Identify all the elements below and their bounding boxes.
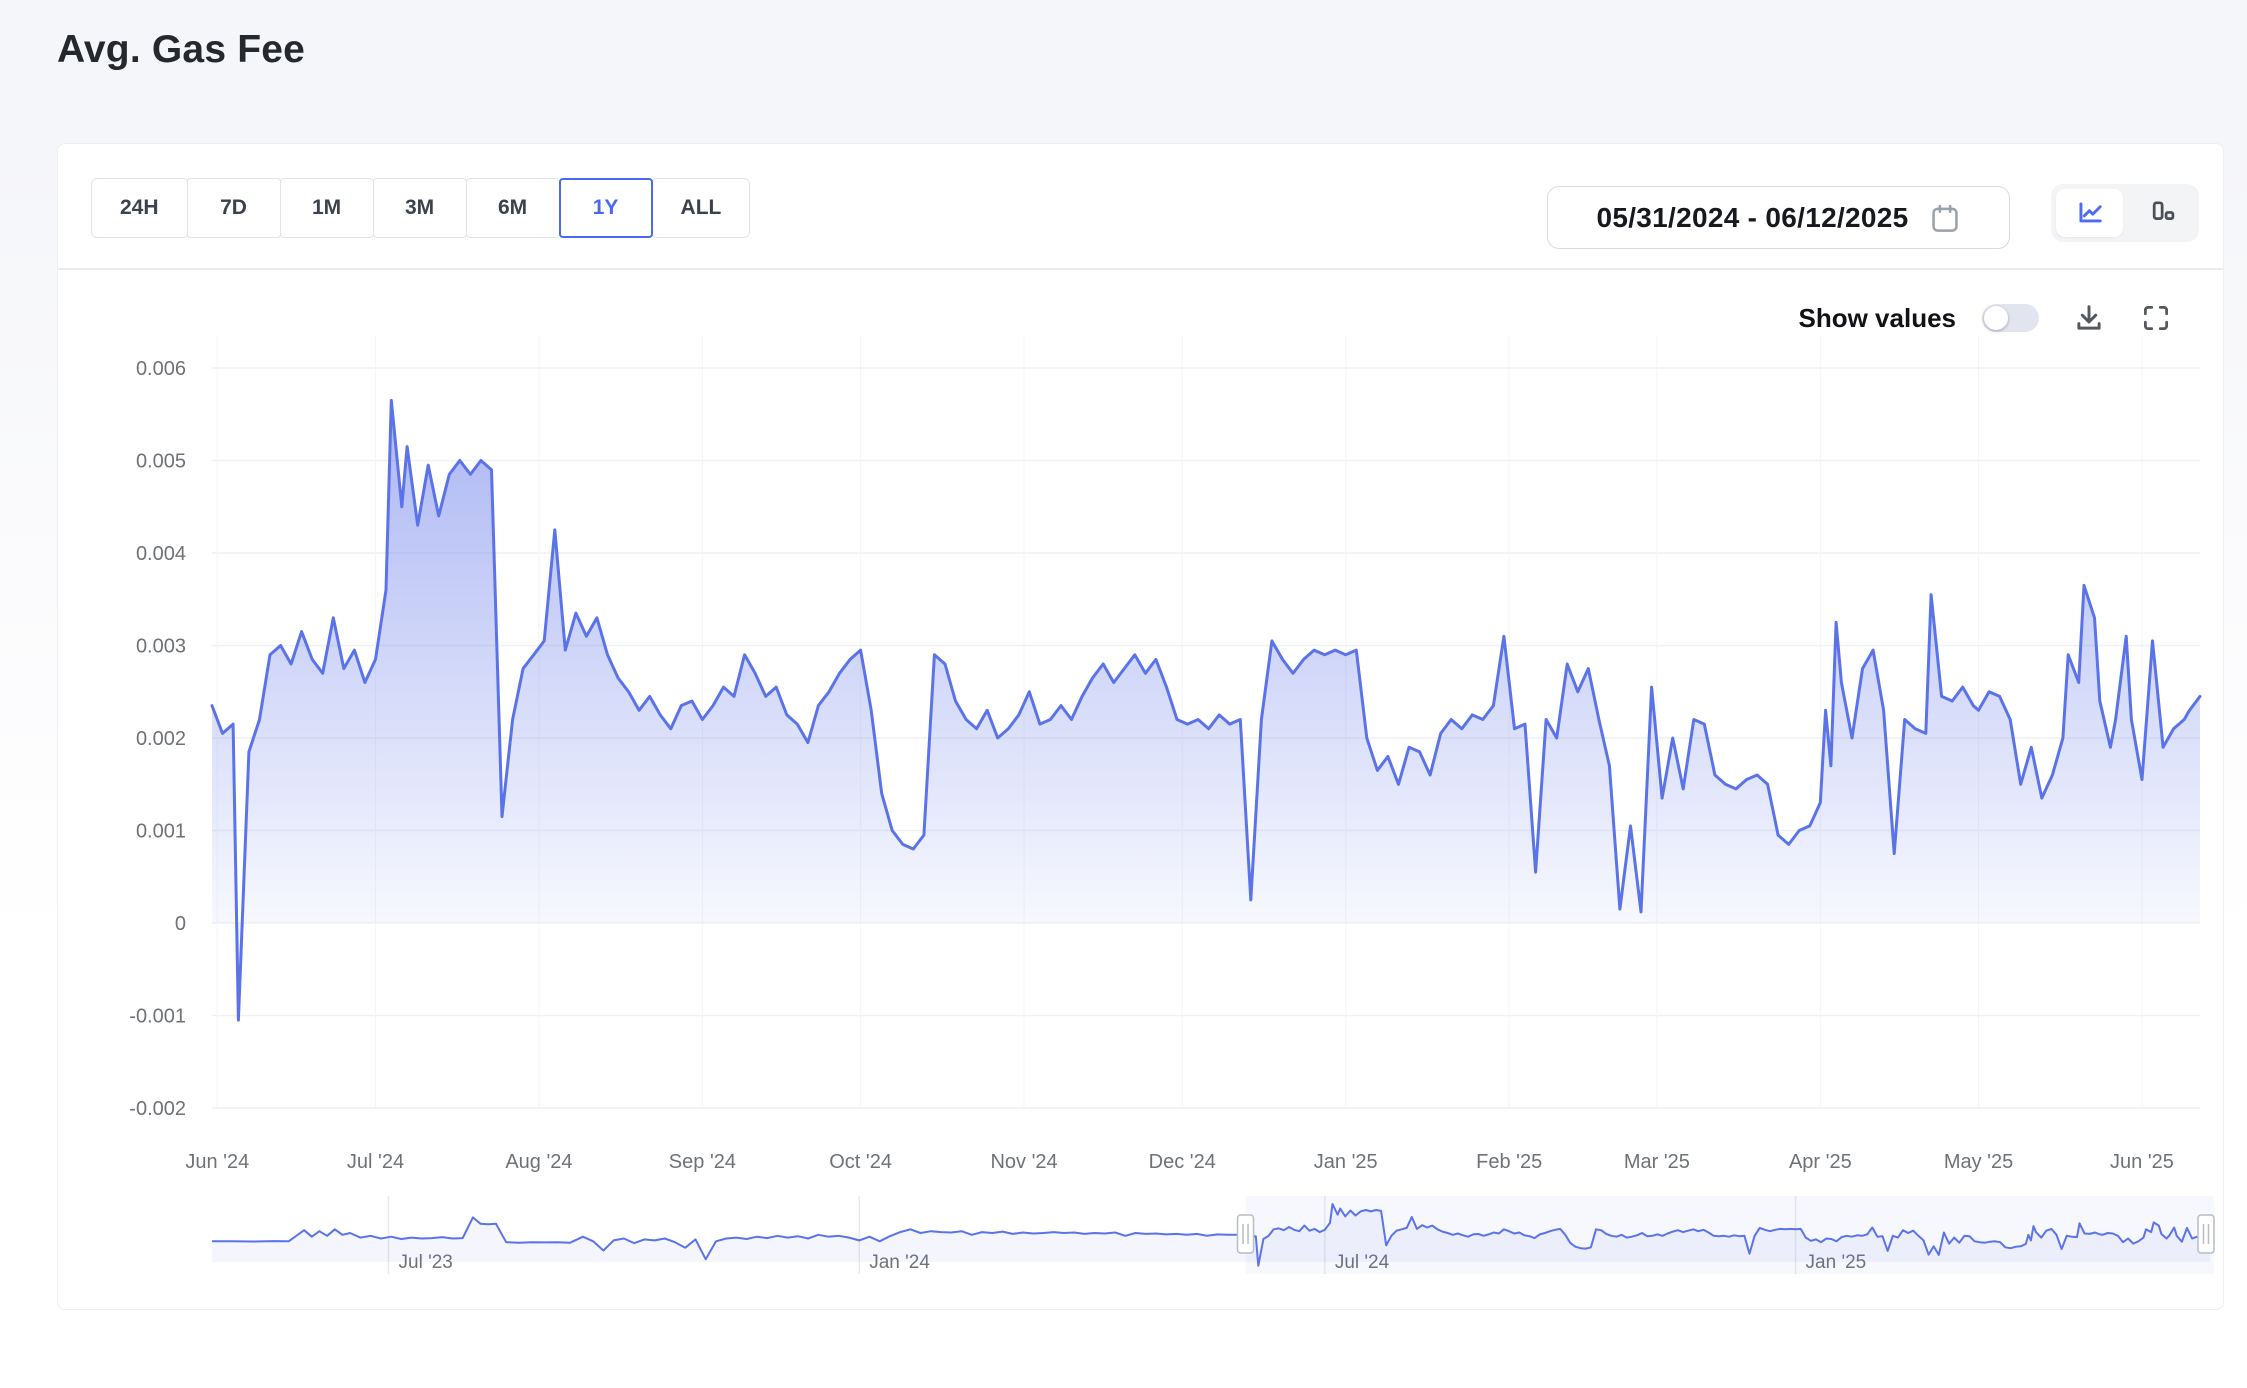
download-button[interactable] <box>2071 300 2107 336</box>
time-range-button-7d[interactable]: 7D <box>186 178 281 238</box>
time-range-button-6m[interactable]: 6M <box>465 178 560 238</box>
chart-type-toggle <box>2051 184 2199 242</box>
chart-card: 24H 7D 1M 3M 6M 1Y ALL 05/31/2024 - 06/12/2025 <box>57 143 2224 1310</box>
toolbar-divider <box>58 268 2223 270</box>
toggle-knob <box>1984 306 2008 330</box>
date-range-input[interactable]: 05/31/2024 - 06/12/2025 <box>1547 186 2010 249</box>
line-chart-icon <box>2073 196 2107 230</box>
navigator-handle-left[interactable] <box>1236 1214 1255 1254</box>
navigator-selection[interactable] <box>1245 1196 2214 1274</box>
fullscreen-icon <box>2139 301 2173 335</box>
date-range-value: 05/31/2024 - 06/12/2025 <box>1596 201 1909 233</box>
navigator-handle-right[interactable] <box>2197 1214 2215 1254</box>
time-range-button-all[interactable]: ALL <box>651 178 751 238</box>
fullscreen-button[interactable] <box>2139 301 2173 335</box>
show-values-toggle[interactable] <box>1982 304 2039 332</box>
time-range-group: 24H 7D 1M 3M 6M 1Y ALL <box>91 178 751 238</box>
page-title: Avg. Gas Fee <box>57 28 306 71</box>
show-values-label: Show values <box>1798 302 1957 333</box>
column-chart-type-button[interactable] <box>2127 189 2194 237</box>
time-range-button-1m[interactable]: 1M <box>279 178 374 238</box>
time-range-button-1y[interactable]: 1Y <box>558 178 653 238</box>
line-chart-type-button[interactable] <box>2056 189 2123 237</box>
time-range-button-3m[interactable]: 3M <box>372 178 467 238</box>
time-range-button-24h[interactable]: 24H <box>91 178 188 238</box>
download-icon <box>2071 300 2107 336</box>
column-chart-icon <box>2144 196 2178 230</box>
chart-controls: Show values <box>1799 296 2174 340</box>
calendar-icon[interactable] <box>1929 202 1961 234</box>
